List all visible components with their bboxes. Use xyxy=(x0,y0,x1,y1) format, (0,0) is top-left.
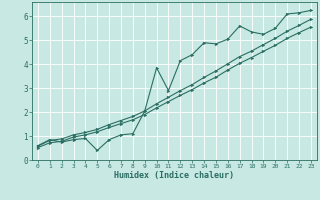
X-axis label: Humidex (Indice chaleur): Humidex (Indice chaleur) xyxy=(115,171,234,180)
